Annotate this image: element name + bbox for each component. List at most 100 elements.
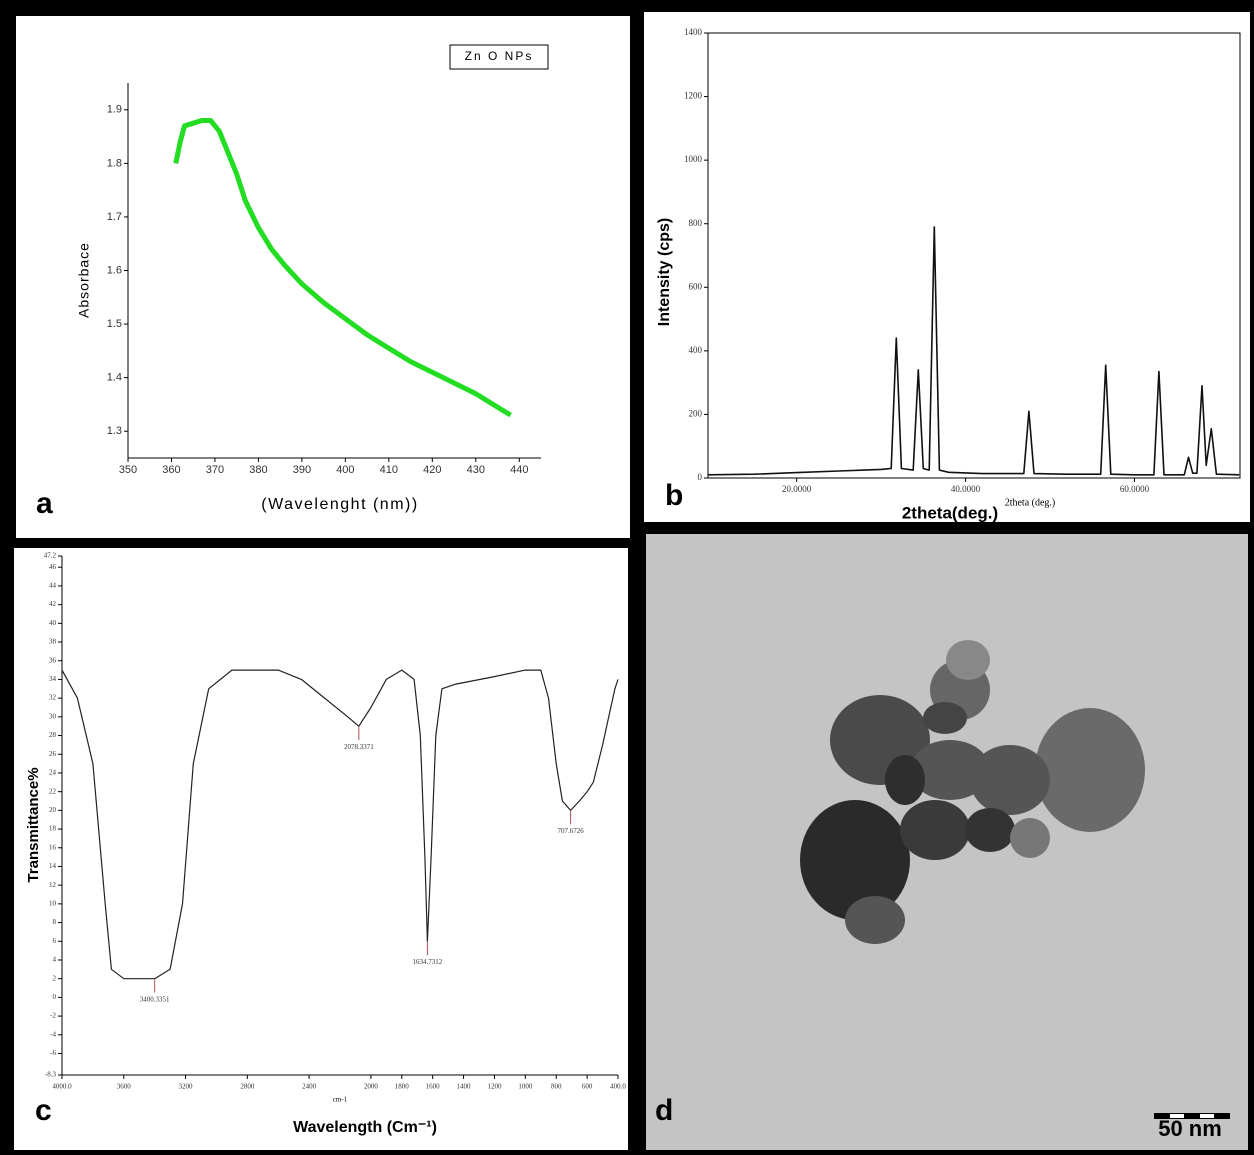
y-tick-label: 30 [49, 712, 57, 720]
scale-bar-label: 50 nm [1158, 1116, 1222, 1141]
x-tick-label: 3200 [179, 1083, 194, 1091]
x-tick-label: 430 [467, 464, 485, 476]
y-tick-label: 34 [49, 675, 57, 683]
y-tick-label: 0 [698, 472, 703, 482]
y-tick-label: 1000 [684, 154, 703, 164]
tem-particles [800, 640, 1145, 944]
legend-box [449, 44, 549, 70]
annotation-label: 2078.3371 [344, 743, 374, 751]
y-tick-label: 1200 [684, 91, 703, 101]
annotation-label: 707.6726 [557, 827, 584, 835]
y-tick-label: 46 [49, 563, 57, 571]
y-tick-label: 1.6 [107, 264, 122, 276]
x-tick-label: 2800 [240, 1083, 255, 1091]
x-tick-label: 400.0 [610, 1083, 626, 1091]
panel-label: c [35, 1094, 52, 1127]
y-tick-label: 20 [49, 806, 57, 814]
x-tick-label: 420 [423, 464, 441, 476]
plot-frame [707, 32, 1241, 479]
y-tick-label: 24 [49, 769, 57, 777]
y-tick-label: 1.3 [107, 425, 122, 437]
y-tick-label: 18 [49, 825, 57, 833]
y-tick-label: 1.7 [107, 211, 122, 223]
y-tick-label: 8 [53, 918, 57, 926]
y-tick-label: 12 [49, 881, 57, 889]
x-tick-label: 380 [249, 464, 267, 476]
y-tick-label: 6 [53, 937, 57, 945]
y-tick-label: 36 [49, 656, 57, 664]
y-tick-label: 32 [49, 694, 57, 702]
y-tick-label: 10 [49, 899, 57, 907]
x-tick-label: 3600 [117, 1083, 132, 1091]
panel-b [644, 12, 1250, 522]
data-line [707, 226, 1240, 476]
panel-label: b [665, 479, 683, 512]
y-tick-label: 14 [49, 862, 57, 870]
scale-bar [1154, 1113, 1230, 1119]
x-tick-label: 2000 [364, 1083, 379, 1091]
panel-c [14, 548, 628, 1150]
x-tick-label: 400 [336, 464, 354, 476]
y-tick-label: -4 [50, 1030, 56, 1038]
y-tick-label: 40 [49, 619, 57, 627]
x-tick-label: 1400 [457, 1083, 472, 1091]
panel-a [16, 16, 630, 538]
x-axis-label: Wavelength (Cm⁻¹) [293, 1119, 437, 1136]
y-axis-label: Intensity (cps) [656, 218, 673, 326]
y-tick-label: -6 [50, 1049, 56, 1057]
annotation-label: 3400.3351 [140, 995, 170, 1003]
x-tick-label: 800 [551, 1083, 562, 1091]
annotation-label: 1634.7312 [413, 958, 443, 966]
x-tick-label: 410 [380, 464, 398, 476]
y-axis-label: Absorbace [76, 242, 92, 318]
x-tick-label: 1000 [518, 1083, 533, 1091]
y-tick-label: 1.9 [107, 104, 122, 116]
x-tick-label: 4000.0 [52, 1083, 72, 1091]
data-line [173, 118, 512, 418]
y-tick-label: 4 [53, 956, 57, 964]
legend-label: Zn O NPs [465, 49, 534, 63]
panel-label: a [36, 487, 53, 520]
y-tick-label: 1400 [684, 27, 703, 37]
x-tick-label: 600 [582, 1083, 593, 1091]
y-tick-label: 44 [49, 582, 57, 590]
y-tick-label: 800 [689, 218, 703, 228]
x-axis-label: (Wavelenght (nm)) [261, 496, 418, 513]
x-tick-label: 350 [119, 464, 137, 476]
x-tick-label: 440 [510, 464, 528, 476]
x-tick-label: 1800 [395, 1083, 410, 1091]
y-tick-label: 26 [49, 750, 57, 758]
y-axis-label: Transmittance% [25, 767, 42, 882]
x-tick-label: 1200 [487, 1083, 502, 1091]
y-tick-label: 22 [49, 787, 57, 795]
y-tick-label: -8.3 [45, 1071, 57, 1079]
y-tick-label: 42 [49, 600, 57, 608]
y-tick-label: -2 [50, 1012, 56, 1020]
panel-label: d [655, 1094, 673, 1127]
x-tick-label: 20.0000 [782, 484, 812, 494]
x-tick-label: 40.0000 [951, 484, 981, 494]
x-tick-label: 370 [206, 464, 224, 476]
y-tick-label: 1.4 [107, 372, 122, 384]
x-tick-label: 60.0000 [1120, 484, 1150, 494]
data-line [61, 669, 619, 980]
x-tick-label: 390 [293, 464, 311, 476]
x-tick-label: 360 [162, 464, 180, 476]
x-tick-label: 1600 [426, 1083, 441, 1091]
y-tick-label: 200 [689, 408, 703, 418]
y-tick-label: 16 [49, 843, 57, 851]
x-axis-label-small: 2theta (deg.) [1005, 497, 1056, 508]
x-axis-label: 2theta(deg.) [902, 503, 998, 522]
y-tick-label: 600 [689, 281, 703, 291]
y-tick-label: 0 [53, 993, 57, 1001]
y-tick-label: 2 [53, 974, 57, 982]
x-tick-label: 2400 [302, 1083, 317, 1091]
y-tick-label: 400 [689, 345, 703, 355]
y-tick-label: 28 [49, 731, 57, 739]
y-tick-label: 38 [49, 638, 57, 646]
y-tick-label: 1.5 [107, 318, 122, 330]
y-tick-label: 1.8 [107, 157, 122, 169]
x-unit-label: cm-1 [333, 1096, 348, 1104]
y-tick-label: 47.2 [44, 552, 57, 560]
